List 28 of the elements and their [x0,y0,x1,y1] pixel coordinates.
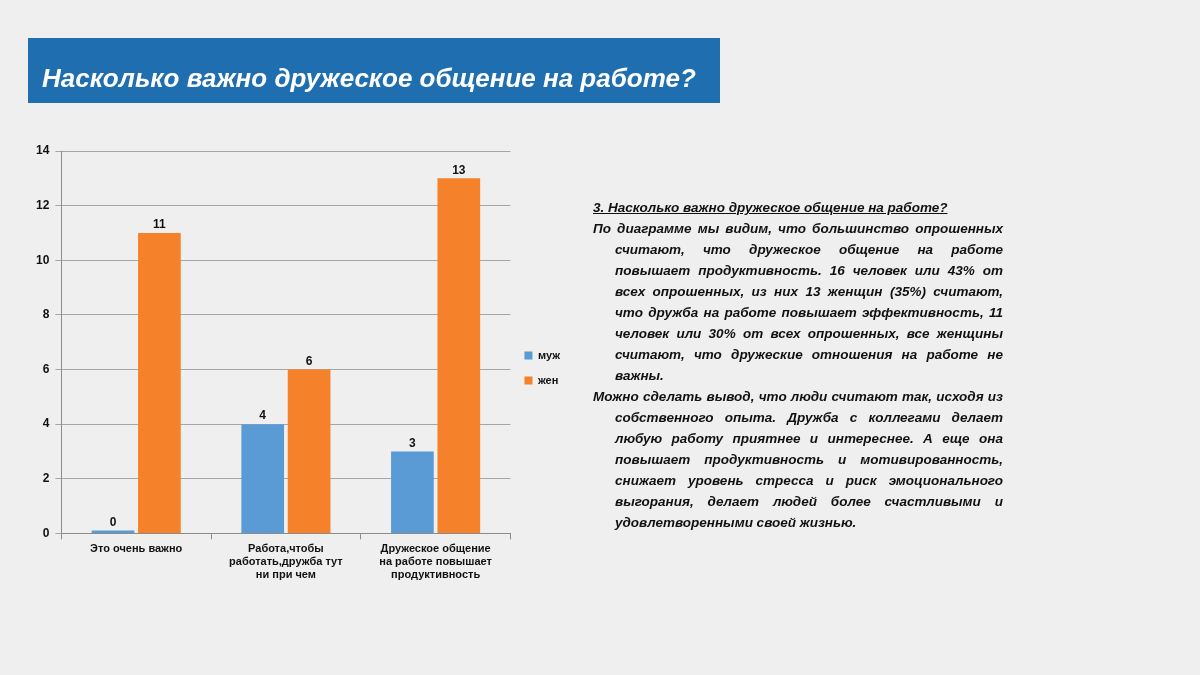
y-tick-label: 6 [42,361,50,376]
data-label: 11 [153,217,167,232]
text: 3. Насколько важно дружеское общение на работе? [593,199,949,217]
data-label: 4 [259,408,267,423]
y-tick-label: 8 [42,307,50,322]
text: По диаграмме мы видим, что большинство опрошенных считают, что дружеское общение на работе повышает продуктивность. 16 человек или 43% от всех опрошенных, из них 13 женщин (35%) считают, что дружба на работе повышает эффективность, 11 человек или 30% от всех опрошенных, все женщины считают, что дружеские отношения на работе не важны. [593,220,1003,385]
y-tick-label: 12 [35,197,50,212]
chart-title: Насколько важно дружеское общение на работе? [42,63,696,94]
y-tick-label: 10 [35,252,50,267]
bar [437,178,481,533]
text: Можно сделать вывод, что люди считают так, исходя из собственного опыта. Дружба с коллегами делает любую работу приятнее и интереснее. А еще она повышает продуктивность и мотивированность, снижает уровень стресса и риск эмоционального выгорания, делает людей более счастливыми и удовлетворенными своей жизнью. [593,388,1003,532]
x-tick-label: Это очень важно [90,542,183,555]
bar [287,369,331,533]
data-label: 0 [109,514,117,529]
bar [391,451,434,533]
y-tick-label: 2 [42,471,50,486]
y-tick-label: 0 [42,525,50,540]
data-label: 13 [452,162,466,177]
legend-label: муж [537,348,561,361]
data-label: 3 [409,435,417,450]
x-tick-label: Дружеское общение на работе повышает продуктивность [379,542,493,581]
data-label: 6 [305,353,313,368]
y-tick-label: 4 [42,416,50,431]
legend-label: жен [536,373,559,386]
x-tick-label: Работа,чтобы работать,дружба тут ни при чем [229,542,344,581]
y-tick-label: 14 [35,143,50,158]
bar [138,232,181,533]
bar [241,424,285,533]
